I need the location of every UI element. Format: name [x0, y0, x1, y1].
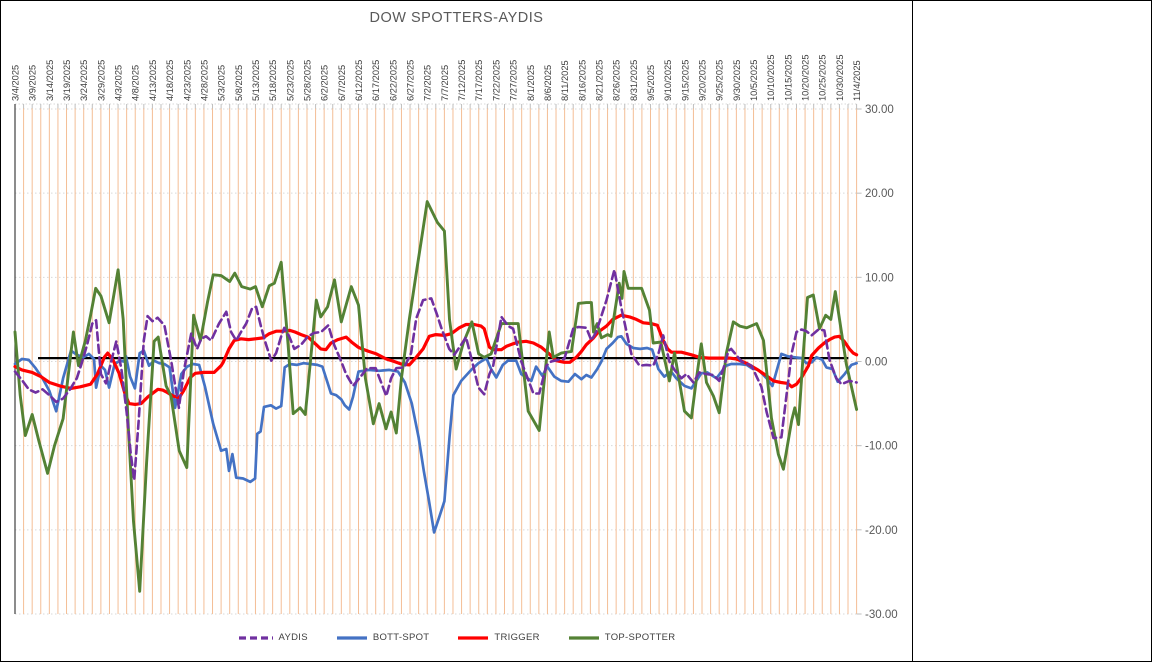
- svg-text:9/5/2025: 9/5/2025: [646, 65, 656, 101]
- svg-text:11/4/2025: 11/4/2025: [852, 60, 862, 101]
- svg-text:8/26/2025: 8/26/2025: [612, 60, 622, 101]
- svg-text:-20.00: -20.00: [865, 525, 898, 537]
- legend-item-trigger[interactable]: TRIGGER: [457, 632, 539, 643]
- legend-label-aydis: AYDIS: [278, 632, 308, 643]
- svg-text:3/9/2025: 3/9/2025: [28, 65, 38, 101]
- svg-text:4/8/2025: 4/8/2025: [131, 65, 141, 101]
- top-spotter-line-sample-icon: [568, 635, 599, 640]
- svg-text:3/24/2025: 3/24/2025: [79, 60, 89, 101]
- svg-text:8/16/2025: 8/16/2025: [577, 60, 587, 101]
- svg-text:3/14/2025: 3/14/2025: [45, 60, 55, 101]
- svg-text:7/17/2025: 7/17/2025: [474, 60, 484, 101]
- svg-text:6/2/2025: 6/2/2025: [320, 65, 330, 101]
- svg-text:7/22/2025: 7/22/2025: [491, 60, 501, 101]
- svg-text:6/12/2025: 6/12/2025: [354, 60, 364, 101]
- trigger-line-sample-icon: [458, 635, 489, 640]
- legend-item-top-spotter[interactable]: TOP-SPOTTER: [568, 632, 676, 643]
- svg-text:5/28/2025: 5/28/2025: [302, 60, 312, 101]
- svg-text:5/8/2025: 5/8/2025: [234, 65, 244, 101]
- chart-plot-svg: 30.00 20.00 10.00 0.00 -10.00 -20.00 -30.00 3/4…: [11, 54, 898, 621]
- svg-text:5/3/2025: 5/3/2025: [217, 65, 227, 101]
- svg-text:9/30/2025: 9/30/2025: [732, 60, 742, 101]
- chart-object[interactable]: DOW SPOTTERS-AYDIS 30.00 20.00 10.00 0.00 -1…: [1, 1, 913, 661]
- svg-text:4/28/2025: 4/28/2025: [199, 60, 209, 101]
- svg-text:8/21/2025: 8/21/2025: [594, 60, 604, 101]
- svg-text:30.00: 30.00: [865, 104, 894, 116]
- chart-legend: AYDIS BOTT-SPOT TRIGGER TOP-SPOTTER: [1, 632, 912, 643]
- svg-text:3/29/2025: 3/29/2025: [96, 60, 106, 101]
- svg-text:7/7/2025: 7/7/2025: [440, 65, 450, 101]
- svg-text:10.00: 10.00: [865, 272, 894, 284]
- svg-text:0.00: 0.00: [865, 357, 887, 369]
- svg-text:20.00: 20.00: [865, 188, 894, 200]
- aydis-line-sample-icon: [238, 635, 273, 640]
- svg-text:9/15/2025: 9/15/2025: [680, 60, 690, 101]
- svg-text:6/22/2025: 6/22/2025: [388, 60, 398, 101]
- svg-text:4/3/2025: 4/3/2025: [114, 65, 124, 101]
- svg-text:6/27/2025: 6/27/2025: [406, 60, 416, 101]
- svg-text:10/30/2025: 10/30/2025: [835, 54, 845, 101]
- svg-text:9/25/2025: 9/25/2025: [715, 60, 725, 101]
- svg-text:8/1/2025: 8/1/2025: [526, 65, 536, 101]
- svg-text:10/5/2025: 10/5/2025: [749, 60, 759, 101]
- bott-spot-line-sample-icon: [336, 635, 367, 640]
- svg-text:5/13/2025: 5/13/2025: [251, 60, 261, 101]
- svg-text:4/18/2025: 4/18/2025: [165, 60, 175, 101]
- svg-text:-30.00: -30.00: [865, 609, 898, 621]
- svg-text:9/10/2025: 9/10/2025: [663, 60, 673, 101]
- svg-text:10/15/2025: 10/15/2025: [783, 54, 793, 101]
- svg-text:5/18/2025: 5/18/2025: [268, 60, 278, 101]
- svg-text:10/10/2025: 10/10/2025: [766, 54, 776, 101]
- svg-text:8/6/2025: 8/6/2025: [543, 65, 553, 101]
- svg-text:6/7/2025: 6/7/2025: [337, 65, 347, 101]
- legend-label-trigger: TRIGGER: [494, 632, 540, 643]
- legend-item-aydis[interactable]: AYDIS: [238, 632, 308, 643]
- svg-text:6/17/2025: 6/17/2025: [371, 60, 381, 101]
- svg-text:4/13/2025: 4/13/2025: [148, 60, 158, 101]
- svg-text:-10.00: -10.00: [865, 441, 898, 453]
- legend-label-bott-spot: BOTT-SPOT: [372, 632, 430, 643]
- svg-text:9/20/2025: 9/20/2025: [698, 60, 708, 101]
- svg-text:5/23/2025: 5/23/2025: [285, 60, 295, 101]
- svg-text:10/25/2025: 10/25/2025: [818, 54, 828, 101]
- svg-text:10/20/2025: 10/20/2025: [801, 54, 811, 101]
- svg-text:7/27/2025: 7/27/2025: [509, 60, 519, 101]
- svg-text:4/23/2025: 4/23/2025: [182, 60, 192, 101]
- svg-text:3/19/2025: 3/19/2025: [62, 60, 72, 101]
- svg-text:8/11/2025: 8/11/2025: [560, 60, 570, 101]
- svg-text:8/31/2025: 8/31/2025: [629, 60, 639, 101]
- legend-item-bott-spot[interactable]: BOTT-SPOT: [336, 632, 430, 643]
- legend-label-top-spotter: TOP-SPOTTER: [604, 632, 676, 643]
- svg-text:7/12/2025: 7/12/2025: [457, 60, 467, 101]
- svg-text:3/4/2025: 3/4/2025: [11, 65, 21, 101]
- chart-title: DOW SPOTTERS-AYDIS: [369, 10, 544, 26]
- svg-text:7/2/2025: 7/2/2025: [423, 65, 433, 101]
